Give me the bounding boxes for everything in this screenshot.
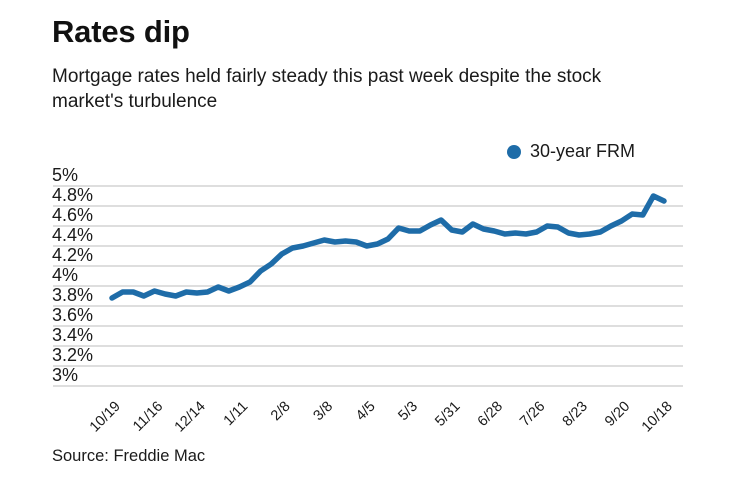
page-title: Rates dip bbox=[52, 14, 190, 49]
x-axis-tick-label: 5/31 bbox=[432, 399, 463, 430]
x-axis-tick-label: 3/8 bbox=[311, 399, 337, 425]
y-axis-tick-label: 4.4% bbox=[52, 225, 93, 245]
y-axis-tick-label: 3.4% bbox=[52, 325, 93, 345]
y-axis-tick-label: 4.8% bbox=[52, 185, 93, 205]
x-axis-tick-label: 4/5 bbox=[353, 399, 379, 425]
legend: 30-year FRM bbox=[507, 141, 635, 162]
y-axis-tick-label: 3.2% bbox=[52, 345, 93, 365]
x-axis-tick-label: 2/8 bbox=[268, 399, 294, 425]
y-axis-tick-label: 3.6% bbox=[52, 305, 93, 325]
y-axis-tick-label: 3.8% bbox=[52, 285, 93, 305]
y-axis-tick-label: 4.6% bbox=[52, 205, 93, 225]
source-note: Source: Freddie Mac bbox=[52, 447, 206, 465]
x-axis-tick-label: 7/26 bbox=[517, 399, 548, 430]
x-axis-tick-label: 8/23 bbox=[560, 399, 591, 430]
x-axis-tick-label: 12/14 bbox=[172, 399, 209, 436]
x-axis-tick-label: 10/19 bbox=[87, 399, 124, 436]
chart-subtitle: Mortgage rates held fairly steady this p… bbox=[52, 66, 602, 112]
legend-label: 30-year FRM bbox=[530, 141, 636, 161]
x-axis-tick-label: 6/28 bbox=[475, 399, 506, 430]
frm-rate-line bbox=[109, 193, 667, 301]
y-axis-tick-label: 3% bbox=[52, 365, 78, 385]
y-axis-tick-label: 4% bbox=[52, 265, 78, 285]
y-axis-tick-label: 4.2% bbox=[52, 245, 93, 265]
x-axis-tick-label: 9/20 bbox=[602, 399, 633, 430]
y-axis-tick-label: 5% bbox=[52, 165, 78, 185]
x-axis-tick-label: 10/18 bbox=[639, 399, 676, 436]
legend-marker-icon bbox=[507, 144, 521, 159]
x-axis-tick-label: 11/16 bbox=[130, 399, 166, 435]
x-axis-tick-label: 5/3 bbox=[395, 399, 421, 425]
x-axis-tick-label: 1/11 bbox=[221, 399, 252, 430]
